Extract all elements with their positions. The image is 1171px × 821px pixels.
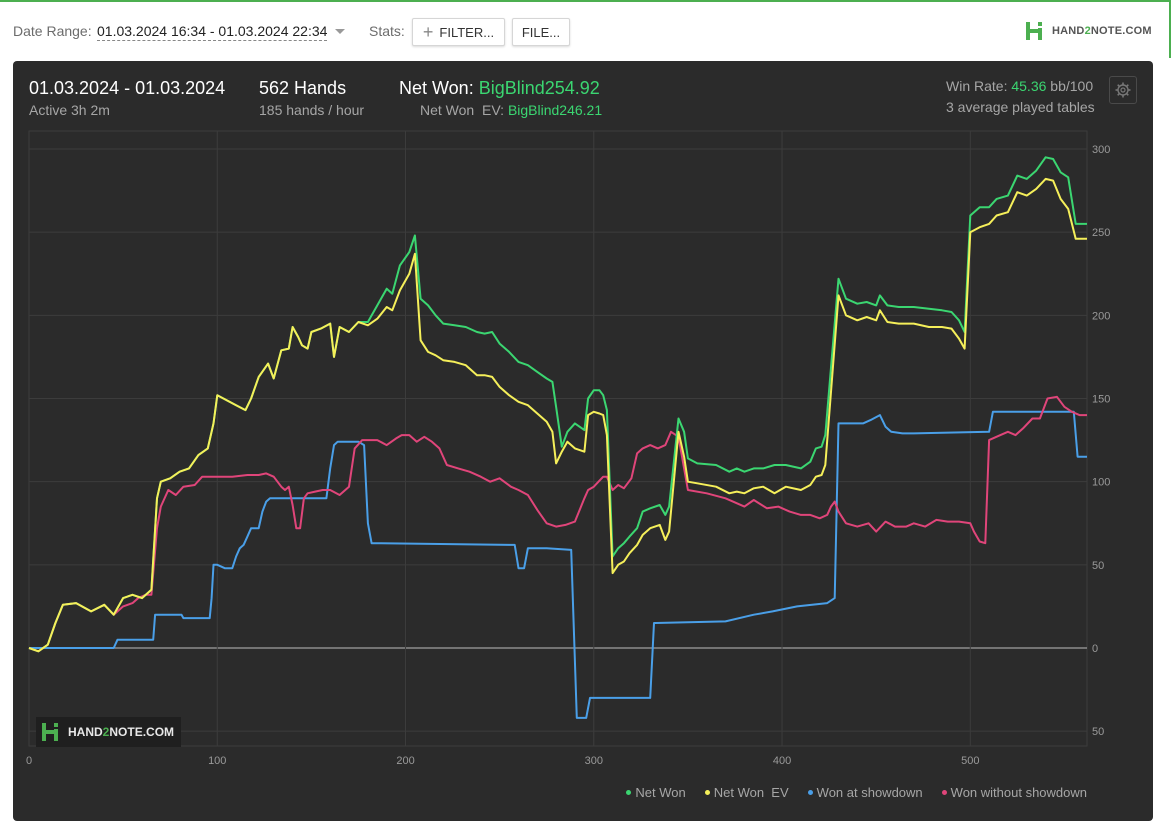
x-tick-label: 100 bbox=[208, 755, 226, 767]
net-won-ev-label: Net Won EV: bbox=[420, 102, 505, 118]
net-won-ev: Net Won EV: BigBlind246.21 bbox=[420, 102, 602, 118]
legend-label: Won without showdown bbox=[950, 785, 1087, 800]
y-tick-label: 100 bbox=[1092, 477, 1110, 489]
active-time: Active 3h 2m bbox=[29, 102, 110, 118]
y-tick-label: 250 bbox=[1092, 227, 1110, 239]
net-won-label: Net Won: bbox=[399, 78, 474, 98]
series-line-non-showdown bbox=[28, 395, 1087, 653]
chevron-down-icon[interactable] bbox=[335, 29, 345, 34]
graph-panel: 01.03.2024 - 01.03.2024 Active 3h 2m 562… bbox=[13, 61, 1153, 821]
file-button-label: FILE... bbox=[521, 24, 561, 40]
y-tick-label: 300 bbox=[1092, 144, 1110, 156]
filter-button-label: FILTER... bbox=[439, 24, 495, 40]
stats-label: Stats: bbox=[369, 23, 405, 39]
watermark-logo-icon bbox=[42, 723, 58, 741]
settings-button[interactable] bbox=[1109, 76, 1137, 104]
file-button[interactable]: FILE... bbox=[512, 18, 570, 46]
legend-dot-icon bbox=[626, 790, 632, 795]
date-range-label: Date Range: bbox=[13, 23, 92, 39]
win-rate-value: 45.36 bbox=[1011, 78, 1047, 94]
legend-dot-icon bbox=[941, 790, 947, 795]
legend-dot-icon bbox=[807, 790, 813, 795]
filter-button[interactable]: + FILTER... bbox=[412, 18, 505, 46]
win-rate-label: Win Rate: bbox=[946, 78, 1008, 94]
x-tick-label: 500 bbox=[961, 755, 979, 767]
legend-label: Net Won EV bbox=[713, 785, 789, 800]
hands-per-hour: 185 hands / hour bbox=[259, 102, 365, 118]
top-accent-line bbox=[0, 0, 1171, 2]
average-tables: 3 average played tables bbox=[946, 99, 1095, 115]
plus-icon: + bbox=[422, 22, 434, 42]
net-won: Net Won: BigBlind254.92 bbox=[399, 78, 600, 99]
x-tick-label: 0 bbox=[26, 755, 32, 767]
toolbar: Date Range: 01.03.2024 16:34 - 01.03.202… bbox=[0, 2, 1171, 58]
y-tick-label: 50 bbox=[1092, 560, 1104, 572]
hands-count: 562 Hands bbox=[259, 78, 347, 98]
y-tick-label: 200 bbox=[1092, 310, 1110, 322]
y-tick-label: 0 bbox=[1092, 643, 1098, 655]
watermark-text: HAND2NOTE.COM bbox=[68, 725, 175, 739]
date-span: 01.03.2024 - 01.03.2024 bbox=[29, 78, 226, 98]
brand-logo: HAND2NOTE.COM bbox=[1024, 20, 1152, 42]
watermark-logo: HAND2NOTE.COM bbox=[36, 717, 181, 747]
net-won-value: BigBlind254.92 bbox=[478, 78, 600, 98]
legend-label: Won at showdown bbox=[816, 785, 923, 800]
legend-item[interactable]: Won at showdown bbox=[807, 785, 923, 800]
x-tick-label: 300 bbox=[585, 755, 603, 767]
legend-dot-icon bbox=[704, 790, 710, 795]
series-line-showdown bbox=[29, 410, 1087, 719]
series-line-net-won-ev bbox=[28, 177, 1087, 653]
win-rate: Win Rate: 45.36 bb/100 bbox=[946, 78, 1093, 94]
y-tick-label: 50 bbox=[1092, 726, 1104, 738]
x-tick-label: 400 bbox=[773, 755, 791, 767]
legend-item[interactable]: Won without showdown bbox=[941, 785, 1087, 800]
x-tick-label: 200 bbox=[396, 755, 414, 767]
chart-legend: Net Won Net Won EV Won at showdown Won with… bbox=[626, 785, 1087, 800]
logo-icon bbox=[1026, 22, 1042, 40]
legend-label: Net Won bbox=[635, 785, 686, 800]
logo-text: HAND2NOTE.COM bbox=[1052, 25, 1152, 37]
legend-item[interactable]: Net Won bbox=[626, 785, 686, 800]
legend-item[interactable]: Net Won EV bbox=[704, 785, 789, 800]
y-tick-label: 150 bbox=[1092, 394, 1110, 406]
plot-area bbox=[28, 130, 1088, 747]
net-won-ev-value: BigBlind246.21 bbox=[507, 102, 603, 118]
gear-icon bbox=[1115, 82, 1131, 98]
win-rate-unit: bb/100 bbox=[1050, 78, 1094, 94]
date-range-select[interactable]: 01.03.2024 16:34 - 01.03.2024 22:34 bbox=[97, 23, 328, 41]
series-line-net-won bbox=[28, 156, 1087, 653]
